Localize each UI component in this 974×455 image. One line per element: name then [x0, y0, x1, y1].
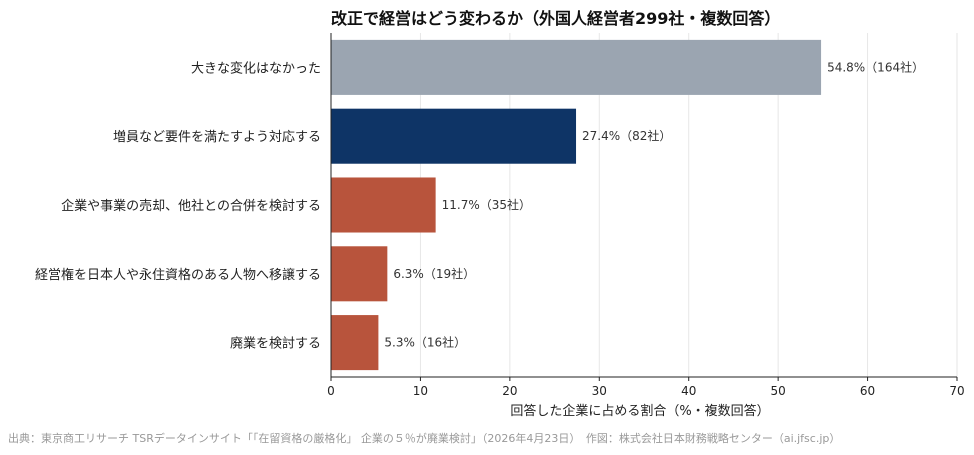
x-tick-label: 30	[592, 384, 607, 398]
category-label: 企業や事業の売却、他社との合併を検討する	[61, 198, 321, 214]
bar-data-label: 5.3%（16社）	[384, 335, 466, 350]
bars: 54.8%（164社） 27.4%（82社） 11.7%（35社） 6.3%（19社）…	[331, 39, 924, 371]
x-axis-title: 回答した企業に占める割合（%・複数回答）	[510, 403, 769, 419]
category-label: 大きな変化はなかった	[191, 60, 321, 76]
x-tick-label: 70	[949, 384, 964, 398]
x-tick-label: 10	[413, 384, 428, 398]
bar-data-label: 6.3%（19社）	[393, 266, 475, 281]
bar	[331, 315, 379, 371]
category-label: 廃業を検討する	[230, 336, 321, 352]
x-tick-label: 40	[681, 384, 696, 398]
category-label: 増員など要件を満たすよう対応する	[113, 130, 321, 145]
x-tick-label: 0	[327, 384, 335, 398]
bar	[331, 246, 388, 302]
bar-data-label: 11.7%（35社）	[442, 197, 531, 212]
bar-data-label: 27.4%（82社）	[582, 128, 671, 143]
axes	[330, 33, 957, 378]
bar	[331, 39, 822, 95]
chart-title: 改正で経営はどう変わるか（外国人経営者299社・複数回答）	[331, 9, 780, 28]
x-tick-label: 60	[860, 384, 875, 398]
category-labels: 大きな変化はなかった増員など要件を満たすよう対応する企業や事業の売却、他社との合…	[35, 60, 321, 351]
x-ticks: 0 10 20 30 40 50 60 70	[327, 377, 965, 398]
bar-data-label: 54.8%（164社）	[827, 59, 924, 74]
category-label: 経営権を日本人や永住資格のある人物へ移譲する	[35, 267, 321, 283]
x-tick-label: 20	[502, 384, 517, 398]
source-note: 出典：東京商工リサーチ TSRデータインサイト「「在留資格の厳格化」 企業の５％…	[8, 431, 840, 445]
bar	[331, 177, 436, 233]
bar	[331, 108, 577, 164]
x-tick-label: 50	[771, 384, 786, 398]
